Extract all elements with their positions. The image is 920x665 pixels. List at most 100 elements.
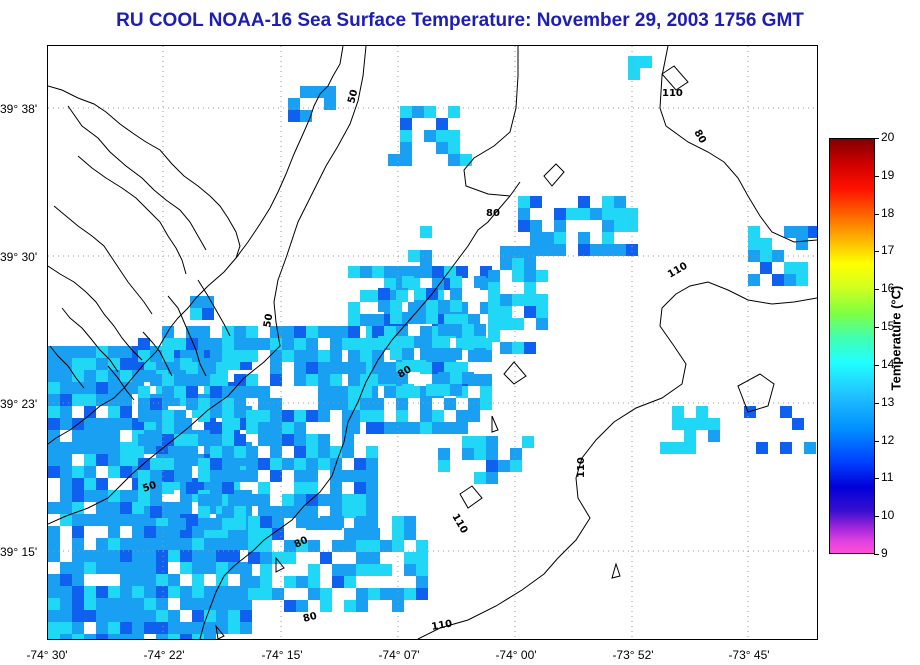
sst-cell xyxy=(380,588,392,600)
sst-cell xyxy=(108,490,120,502)
sst-cell xyxy=(156,550,168,562)
sst-cell xyxy=(384,278,396,290)
sst-cell xyxy=(412,106,424,118)
sst-cell xyxy=(156,574,168,586)
sst-cell xyxy=(48,394,60,406)
sst-cell xyxy=(480,398,492,410)
colorbar-tick-mark xyxy=(874,554,879,555)
sst-cell xyxy=(72,370,84,382)
sst-cell xyxy=(72,430,84,442)
sst-cell xyxy=(500,246,512,258)
sst-cell xyxy=(108,550,120,562)
sst-cell xyxy=(222,518,234,530)
sst-cell xyxy=(554,220,566,232)
sst-cell xyxy=(348,338,360,350)
lat-label: 39° 23' xyxy=(0,397,38,411)
sst-cell xyxy=(174,446,186,458)
sst-cell xyxy=(344,540,356,552)
sst-cell xyxy=(414,288,426,300)
sst-cell xyxy=(424,106,436,118)
sst-cell xyxy=(396,422,408,434)
sst-cell xyxy=(500,294,512,306)
sst-cell xyxy=(368,540,380,552)
sst-cell xyxy=(180,622,192,634)
sst-cell xyxy=(390,348,402,360)
sst-cell xyxy=(132,370,144,382)
sst-cell xyxy=(48,538,60,550)
sst-cell xyxy=(522,436,534,448)
sst-cell xyxy=(96,394,108,406)
sst-cell xyxy=(400,142,412,154)
sst-cell xyxy=(180,502,192,514)
sst-cell xyxy=(414,360,426,372)
sst-cell xyxy=(408,422,420,434)
sst-cell xyxy=(306,458,318,470)
sst-cell xyxy=(420,398,432,410)
sst-cell xyxy=(318,362,330,374)
sst-cell xyxy=(258,434,270,446)
sst-cell xyxy=(436,142,448,154)
sst-cell xyxy=(202,308,214,320)
sst-cell xyxy=(156,538,168,550)
sst-cell xyxy=(96,550,108,562)
sst-cell xyxy=(240,598,252,610)
sst-cell xyxy=(168,622,180,634)
sst-cell xyxy=(426,384,438,396)
sst-cell xyxy=(420,422,432,434)
sst-cell xyxy=(372,410,384,422)
sst-cell xyxy=(120,598,132,610)
colorbar-tick-label: 18 xyxy=(881,205,895,220)
sst-cell xyxy=(486,460,498,472)
sst-cell xyxy=(150,506,162,518)
sst-cell xyxy=(294,446,306,458)
sst-cell xyxy=(488,306,500,318)
sst-cell xyxy=(628,56,640,68)
sst-cell xyxy=(356,528,368,540)
sst-cell xyxy=(378,336,390,348)
sst-cell xyxy=(60,382,72,394)
sst-cell xyxy=(404,528,416,540)
sst-cell xyxy=(524,294,536,306)
sst-cell xyxy=(462,324,474,336)
sst-cell xyxy=(456,314,468,326)
sst-cell xyxy=(356,600,368,612)
sst-cell xyxy=(468,410,480,422)
sst-cell xyxy=(486,436,498,448)
sst-cell xyxy=(144,526,156,538)
sst-cell xyxy=(270,458,282,470)
sst-cell xyxy=(96,370,108,382)
sst-cell xyxy=(168,634,180,639)
sst-cell xyxy=(360,338,372,350)
sst-cell xyxy=(400,130,412,142)
sst-cell xyxy=(474,276,486,288)
sst-cell xyxy=(320,600,332,612)
sst-cell xyxy=(348,386,360,398)
sst-cell xyxy=(344,528,356,540)
sst-cell xyxy=(462,372,474,384)
sst-cell xyxy=(144,610,156,622)
sst-cell xyxy=(234,470,246,482)
contour-label: 110 xyxy=(662,88,683,99)
sst-cell xyxy=(284,600,296,612)
sst-cell xyxy=(360,290,372,302)
sst-cell xyxy=(354,494,366,506)
sst-cell xyxy=(330,338,342,350)
sst-cell xyxy=(48,358,60,370)
sst-cell xyxy=(396,326,408,338)
sst-cell xyxy=(530,196,542,208)
sst-cell xyxy=(258,458,270,470)
sst-cell xyxy=(420,262,432,274)
sst-cell xyxy=(60,586,72,598)
sst-cell xyxy=(48,418,60,430)
sst-cell xyxy=(270,374,282,386)
sst-cell xyxy=(294,410,306,422)
sst-cell xyxy=(156,562,168,574)
sst-cell xyxy=(48,550,60,562)
sst-cell xyxy=(318,494,330,506)
sst-cell xyxy=(348,266,360,278)
sst-cell xyxy=(420,226,432,238)
sst-cell xyxy=(84,346,96,358)
sst-cell xyxy=(444,362,456,374)
sst-cell xyxy=(246,410,258,422)
sst-cell xyxy=(198,398,210,410)
